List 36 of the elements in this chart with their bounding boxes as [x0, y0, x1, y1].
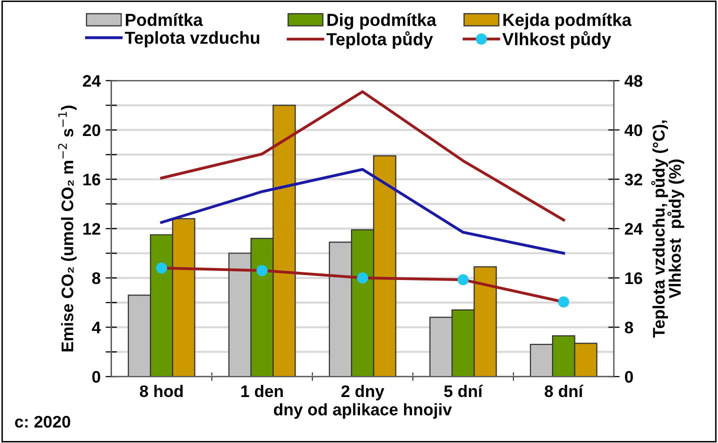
- text: c: 2020: [15, 416, 70, 428]
- y2-axis-title: Teplota vzduchu, půdy (°C), Vlhkost půdy (%): [651, 120, 684, 338]
- y2-tick-label: 32: [624, 174, 642, 186]
- y-axis-title: Emise CO₂ (umol CO₂ m$^{−2}$ s$^{−1}$): [58, 106, 77, 352]
- y-tick-label: 12: [83, 222, 100, 235]
- point: [156, 262, 168, 274]
- legend-label: Teplota vzduchu: [124, 31, 260, 48]
- x-tick-label: 1 den: [241, 384, 283, 398]
- legend-label: Podmítka: [126, 13, 203, 26]
- legend-label: Dig podmítka: [327, 13, 436, 30]
- y2-tick-label: 0: [624, 370, 633, 383]
- point: [357, 272, 368, 284]
- y-tick-label: 8: [92, 272, 100, 284]
- y-tick-label: 16: [83, 174, 100, 186]
- line-series: [160, 168, 566, 255]
- x-axis-title: dny od aplikace hnojiv: [274, 403, 452, 419]
- y2-tick-label: 8: [624, 322, 634, 334]
- legend-label: Kejda podmítka: [503, 13, 632, 30]
- y2-tick-label: 16: [625, 272, 642, 284]
- x-tick-label: 8 dní: [544, 384, 584, 398]
- point: [256, 264, 268, 276]
- x-tick-label: 8 hod: [140, 384, 183, 398]
- y-tick-label: 24: [82, 75, 101, 87]
- y-tick-label: 4: [92, 322, 101, 334]
- y-tick-label: 0: [92, 370, 100, 383]
- legend-label: Teplota půdy: [326, 31, 433, 49]
- y2-tick-label: 48: [624, 75, 642, 87]
- y2-tick-label: 24: [624, 222, 643, 235]
- y-tick-label: 20: [82, 124, 100, 136]
- legend-label: Vlhkost půdy: [502, 31, 612, 49]
- point: [458, 274, 469, 286]
- x-tick-label: 5 dní: [444, 384, 484, 398]
- point: [558, 296, 570, 308]
- y2-tick-label: 40: [624, 124, 642, 136]
- x-tick-label: 2 dny: [341, 384, 384, 400]
- line-series: [160, 90, 566, 222]
